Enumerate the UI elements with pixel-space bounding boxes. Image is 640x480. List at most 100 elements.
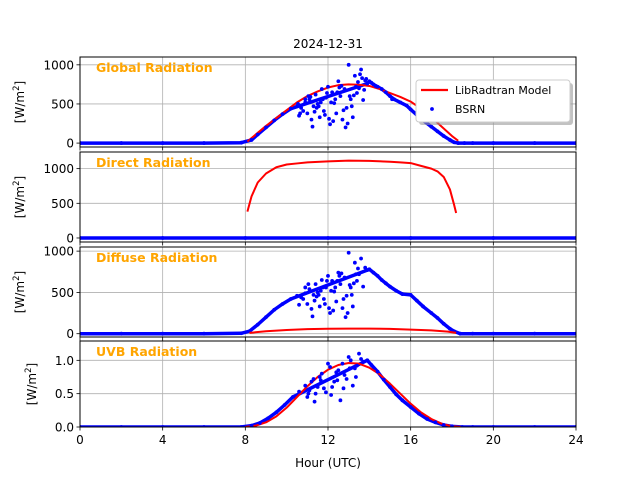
bsrn-point [435,316,440,320]
x-tick-label: 16 [403,433,418,447]
panel-direct-radiation: 0 500 1000 Direct Radiation [W/m2] [12,151,577,246]
bsrn-point [119,331,124,336]
panel-title: UVB Radiation [96,344,197,359]
bsrn-point [341,108,346,113]
bsrn-point [347,366,352,371]
bsrn-point [357,351,361,356]
bsrn-point [332,289,337,294]
bsrn-point [355,91,359,95]
bsrn-point [414,298,419,303]
panel-uvb-radiation: 0.0 0.5 1.0 UVB Radiation [W/m2] 0 4 8 12 16 20 24 [24,340,584,447]
bsrn-point [383,90,388,95]
bsrn-point [343,315,348,320]
bsrn-point [264,125,268,130]
y-tick-label: 1000 [43,58,74,72]
bsrn-point [303,383,308,388]
bsrn-point [462,141,467,145]
bsrn-point [326,236,330,240]
bsrn-point [491,331,496,336]
bsrn-point [361,98,366,102]
legend-label-bsrn: BSRN [455,103,485,116]
x-tick-label: 0 [76,433,84,447]
bsrn-point [441,423,446,427]
bsrn-point [305,302,310,306]
bsrn-point [375,273,380,278]
bsrn-point [351,93,356,98]
bsrn-point [491,236,496,240]
bsrn-point [429,124,434,129]
bsrn-point [470,331,475,336]
bsrn-point [336,79,341,84]
panel-title: Global Radiation [96,60,213,75]
bsrn-point [433,420,438,425]
bsrn-point [400,398,405,403]
bsrn-point [408,107,413,112]
bsrn-point [417,411,421,416]
bsrn-point [342,275,347,280]
bsrn-point [308,95,313,99]
bsrn-point [255,322,260,327]
bsrn-point [340,361,345,366]
panels: 0 500 1000 Global Radiation [W/m2] 0 500 1000 Di… [12,56,584,447]
bsrn-point [324,390,328,395]
bsrn-point [297,302,301,307]
bsrn-point [400,292,405,296]
bsrn-point [383,281,388,286]
bsrn-point [404,103,409,108]
bsrn-point [319,371,324,376]
bsrn-point [373,84,378,88]
bsrn-point [394,392,399,397]
bsrn-point [356,80,360,84]
bsrn-point [339,271,344,276]
bsrn-point [388,94,392,99]
panel-title: Direct Radiation [96,155,211,170]
x-axis-label: Hour (UTC) [295,456,361,470]
bsrn-point [354,84,358,89]
bsrn-point [340,306,345,311]
bsrn-point [359,357,363,361]
bsrn-point [323,113,327,117]
bsrn-point [356,266,360,271]
bsrn-point [325,91,329,95]
bsrn-point [345,121,350,126]
bsrn-point [388,284,392,289]
bsrn-point [450,424,454,427]
bsrn-point [320,285,325,290]
bsrn-point [388,385,392,389]
y-tick-label: 500 [51,97,74,111]
legend-label-model: LibRadtran Model [455,84,551,97]
bsrn-point [313,92,318,97]
bsrn-point [312,109,317,114]
bsrn-point [319,87,324,91]
bsrn-point [456,141,461,145]
y-axis-label: [W/m2] [12,176,27,218]
bsrn-point [379,278,384,282]
bsrn-point [359,67,363,72]
bsrn-point [326,84,330,89]
bsrn-point [349,104,354,109]
bsrn-point [328,311,332,315]
bsrn-point [349,292,354,297]
bsrn-point [243,236,248,240]
y-tick-label: 0.5 [55,387,74,401]
x-tick-label: 4 [159,433,167,447]
bsrn-point [334,111,339,116]
bsrn-point [346,355,351,359]
bsrn-point [441,321,446,326]
bsrn-point [319,278,324,282]
bsrn-point [303,97,308,102]
panel-global-radiation: 0 500 1000 Global Radiation [W/m2] [12,56,577,151]
bsrn-point [331,308,336,313]
bsrn-point [327,306,331,311]
bsrn-point [361,359,366,364]
legend-box [415,79,571,123]
bsrn-point [425,417,430,421]
y-tick-label: 500 [51,286,74,300]
bsrn-point [394,288,399,293]
bsrn-point [309,307,314,311]
bsrn-point [342,373,347,377]
bsrn-point [344,293,349,298]
bsrn-point [332,101,337,106]
bsrn-point [429,311,434,315]
